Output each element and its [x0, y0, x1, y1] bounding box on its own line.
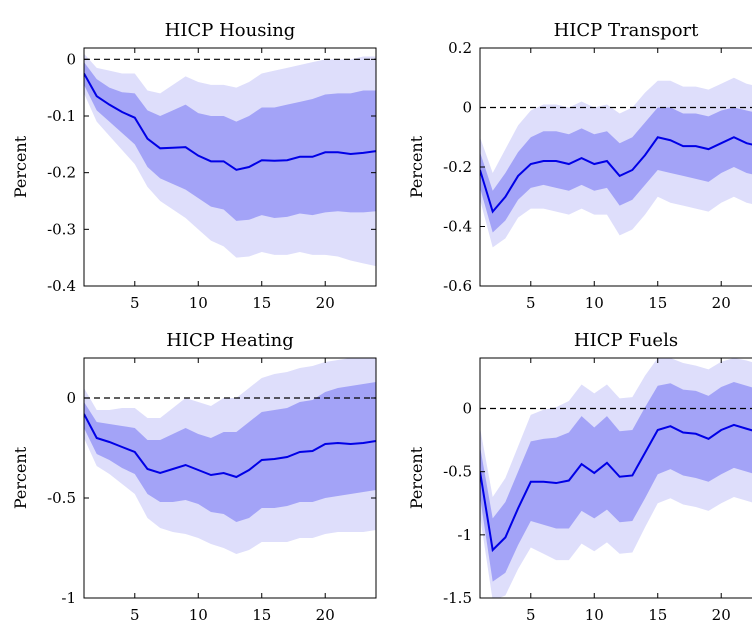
median-response-line: [480, 423, 752, 553]
y-tick-label: -0.5: [443, 463, 472, 481]
y-tick-label: 0: [66, 50, 76, 68]
y-tick-label: -0.1: [47, 107, 76, 125]
x-tick-label: 5: [130, 294, 140, 312]
x-tick-label: 15: [252, 294, 271, 312]
y-tick-label: -1: [61, 589, 76, 607]
y-tick-label: 0: [66, 389, 76, 407]
chart-title: HICP Transport: [554, 20, 700, 41]
chart-panel-3: 5 10 15 20 -1 -0.5 0 HICP Heating Percent: [11, 330, 377, 624]
x-tick-label: 10: [189, 294, 208, 312]
y-tick-label: -0.4: [443, 218, 472, 236]
plot-frame: [83, 47, 377, 287]
chart-panel-2: 5 10 15 20 -0.6 -0.4 -0.2 0 0.2 HICP Transport Per…: [407, 20, 752, 312]
chart-panel-1: 5 10 15 20 -0.4 -0.3 -0.2 -0.1 0 HICP Housing Perc…: [11, 20, 377, 312]
plot-area: [480, 77, 752, 248]
chart-title: HICP Housing: [165, 20, 296, 41]
y-tick-label: -0.6: [443, 277, 472, 295]
y-tick-label: -1: [457, 526, 472, 544]
x-tick-label: 15: [648, 606, 667, 624]
y-tick-label: -0.2: [47, 164, 76, 182]
y-axis-label: Percent: [407, 135, 426, 198]
y-axis-label: Percent: [11, 446, 30, 509]
plot-area: [480, 358, 752, 598]
x-tick-label: 10: [189, 606, 208, 624]
chart-panel-4: 5 10 15 20 -1.5 -1 -0.5 0 HICP Fuels Percent: [407, 330, 752, 624]
x-tick-label: 10: [585, 606, 604, 624]
y-axis-label: Percent: [407, 446, 426, 509]
confidence-band-68: [84, 62, 376, 221]
chart-title: HICP Heating: [166, 330, 294, 351]
x-tick-label: 20: [712, 294, 731, 312]
y-tick-label: -0.2: [443, 158, 472, 176]
y-tick-label: 0.2: [448, 39, 472, 57]
chart-title: HICP Fuels: [574, 330, 678, 351]
y-tick-label: 0: [462, 99, 472, 117]
x-tick-label: 15: [648, 294, 667, 312]
x-tick-label: 15: [252, 606, 271, 624]
y-tick-label: 0: [462, 400, 472, 418]
x-tick-label: 20: [316, 294, 335, 312]
median-response-line: [84, 413, 376, 479]
confidence-band-68: [84, 382, 376, 522]
median-response-line: [480, 136, 752, 214]
y-tick-label: -0.3: [47, 220, 76, 238]
y-axis-label: Percent: [11, 135, 30, 198]
x-tick-label: 5: [130, 606, 140, 624]
y-tick-label: -0.5: [47, 489, 76, 507]
y-tick-label: -0.4: [47, 277, 76, 295]
y-tick-label: -1.5: [443, 589, 472, 607]
x-tick-label: 20: [712, 606, 731, 624]
x-tick-label: 20: [316, 606, 335, 624]
x-tick-label: 10: [585, 294, 604, 312]
median-response-line: [84, 73, 376, 171]
plot-frame: [83, 357, 377, 599]
plot-frame: [479, 357, 752, 599]
confidence-band-68: [480, 107, 752, 233]
plot-area: [84, 53, 376, 267]
x-tick-label: 5: [526, 606, 536, 624]
plot-area: [84, 358, 376, 554]
x-tick-label: 5: [526, 294, 536, 312]
